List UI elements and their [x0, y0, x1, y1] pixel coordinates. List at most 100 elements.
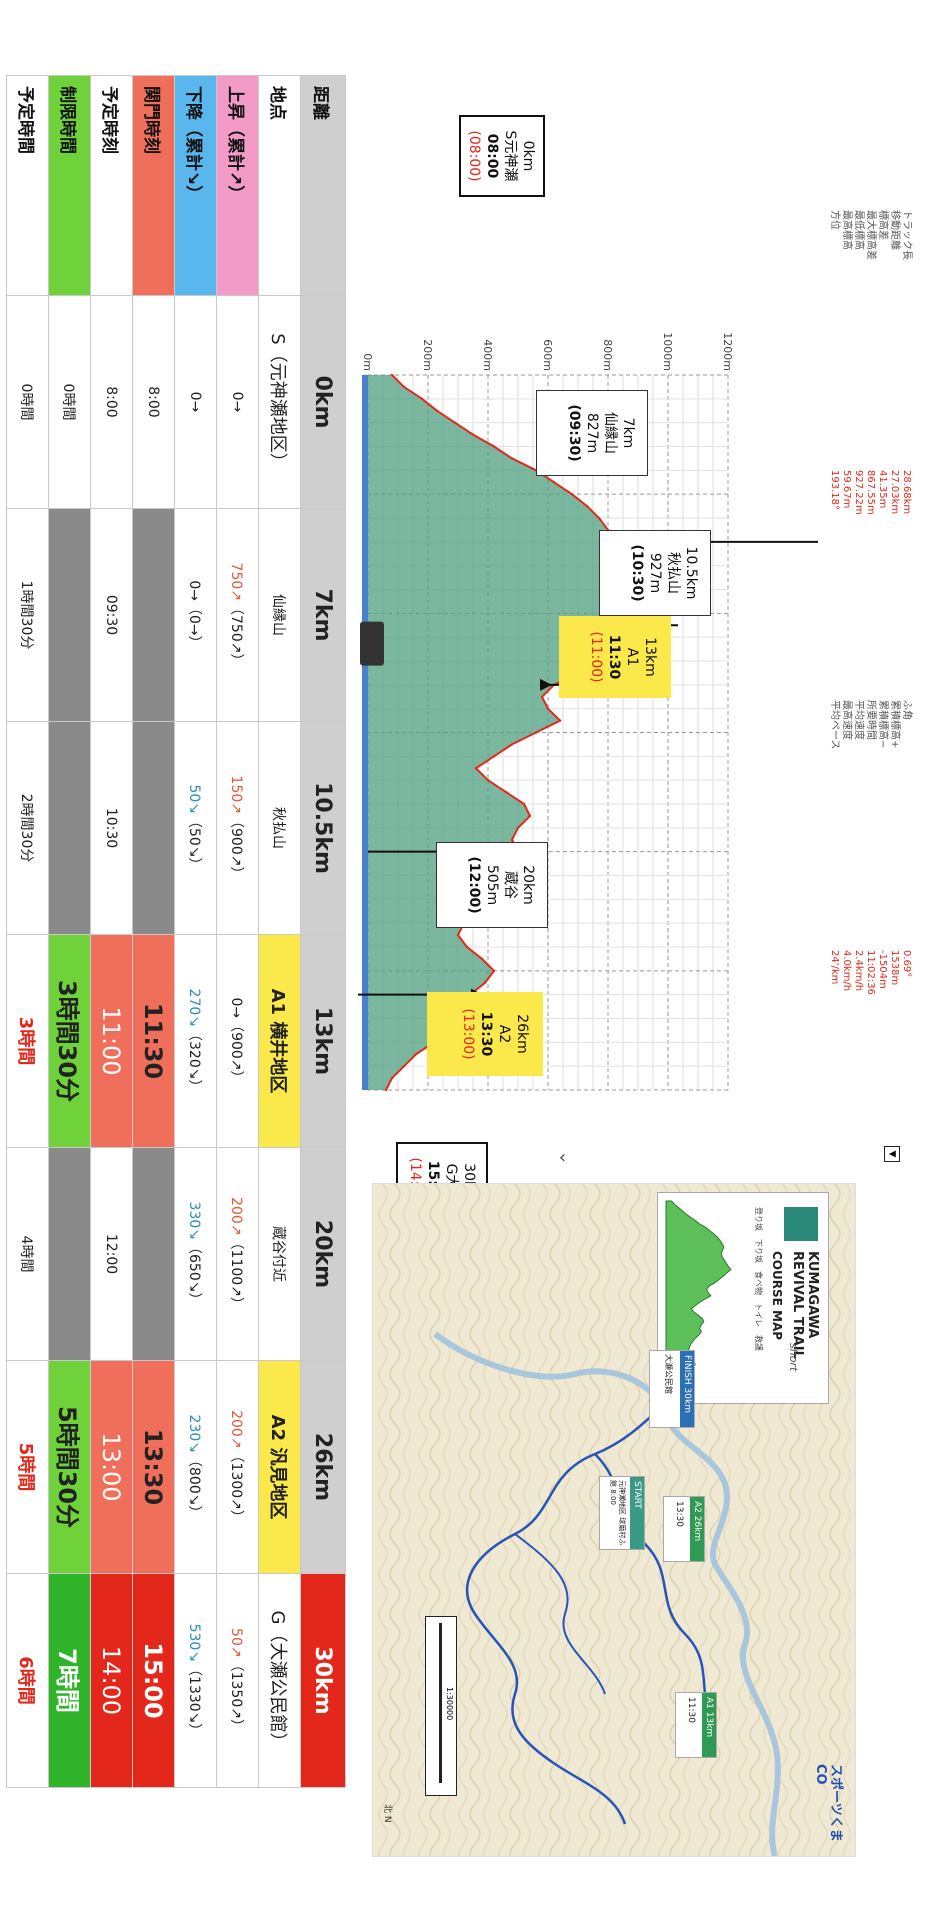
descent-10-5-seg: 50↘	[186, 784, 203, 814]
map-logo-icon	[784, 1207, 818, 1241]
ascent-7: 750↗（750↗）	[216, 508, 259, 722]
elevation-point-39	[510, 838, 514, 841]
chevron-up-icon[interactable]: ‹	[558, 1147, 567, 1169]
y-tick-1200m: 1200m	[721, 332, 734, 371]
elevation-point-6	[492, 445, 496, 448]
planned-10-5: 2時間30分	[6, 721, 49, 935]
elevation-area	[368, 375, 647, 1090]
descent-13-seg: 270↘	[186, 988, 203, 1027]
header-planned-duration: 予定時間	[6, 75, 49, 296]
legend-uphill: 登り坂	[754, 1207, 763, 1231]
limit-13: 3時間30分	[48, 934, 91, 1148]
elevation-point-2	[420, 397, 424, 401]
header-plan-time: 予定時刻	[90, 75, 133, 296]
y-tick-800m: 800m	[601, 339, 614, 371]
map-north-indicator: 北 N	[382, 1804, 392, 1823]
elevation-point-1	[402, 385, 406, 389]
legend-toilet: トイレ	[754, 1303, 763, 1327]
gate-30: 15:00	[132, 1573, 175, 1788]
progress-baseline	[362, 375, 368, 1090]
y-tick-0m: 0m	[361, 353, 374, 371]
ascent-26-seg: 200↗	[228, 1410, 245, 1449]
stat2-label-6: 平均ペース	[829, 700, 840, 750]
place-13: A1 横井地区	[258, 934, 301, 1148]
dist-26: 26km	[300, 1360, 346, 1574]
course-table: 距離 0km 7km 10.5km 13km 20km 26km 30km 地点…	[6, 75, 346, 1788]
map-a1-time: 11:30	[686, 1697, 696, 1723]
gate-13: 11:30	[132, 934, 175, 1148]
gate-0: 8:00	[132, 295, 175, 509]
callout-10-5km-elev: 927m	[647, 552, 663, 594]
descent-30: 530↘（1330↘）	[174, 1573, 217, 1788]
map-a2-label: A2 26km	[690, 1497, 704, 1561]
limit-10-5	[48, 721, 91, 935]
ascent-20-seg: 200↗	[228, 1197, 245, 1236]
descent-7: 0→（0→）	[174, 508, 217, 722]
plan-13: 11:00	[90, 934, 133, 1148]
stat2-value-6: 24'/km	[829, 950, 840, 985]
stat-label-2: 標高差	[877, 210, 888, 240]
planned-7: 1時間30分	[6, 508, 49, 722]
limit-20	[48, 1147, 91, 1361]
callout-20km-elev: 505m	[484, 864, 500, 906]
ascent-30-seg: 50↗	[228, 1628, 245, 1658]
elevation-point-51	[483, 981, 487, 984]
elevation-point-38	[516, 826, 520, 830]
elevation-point-28	[546, 707, 550, 710]
limit-7	[48, 508, 91, 722]
place-26: A2 汎見地区	[258, 1360, 301, 1574]
row-ascent: 上昇（累計↗） 0→ 750↗（750↗） 150↗（900↗） 0→（900↗…	[216, 75, 259, 1788]
stat-value-6: 193.18°	[829, 470, 840, 510]
map-brand-logo: スポーツくまCO	[813, 1764, 843, 1842]
dist-10-5: 10.5km	[300, 721, 346, 935]
place-0: S（元神瀬地区）	[258, 295, 301, 509]
map-finish-sub: 大瀬公民館	[664, 1354, 673, 1394]
map-start-sub: 元神瀬地区 球磨村ふ館 8:00	[609, 1480, 626, 1546]
callout-10-5km: 10.5km 秋払山 927m (10:30)	[599, 530, 711, 616]
header-place: 地点	[258, 75, 301, 296]
elevation-point-59	[390, 1076, 394, 1080]
stat2-label-2: 累積標高−	[877, 700, 888, 749]
callout-20km-time: (12:00)	[466, 856, 482, 914]
course-map[interactable]: KUMAGAWA REVIVAL TRAIL short COURSE MAP …	[372, 1183, 856, 1857]
map-subtitle: COURSE MAP	[770, 1251, 784, 1341]
stat-label-6: 方位	[829, 210, 840, 230]
header-ascent: 上昇（累計↗）	[216, 75, 259, 296]
expand-icon[interactable]: ▼	[884, 1146, 900, 1162]
stat2-value-3: 11:02:36	[865, 950, 876, 995]
place-30: G（大瀬公民館）	[258, 1573, 301, 1788]
callout-a1-name: A1	[624, 647, 640, 667]
map-start-card: START 元神瀬地区 球磨村ふ館 8:00	[599, 1476, 645, 1550]
place-10-5: 秋払山	[258, 721, 301, 935]
map-title-short: short	[787, 1343, 800, 1372]
elevation-point-3	[435, 409, 439, 412]
callout-arrowhead-2	[540, 678, 552, 691]
callout-start: 0km S元神瀬 08:00 (08:00)	[459, 115, 545, 197]
stat-label-4: 最低標高	[853, 210, 864, 250]
elevation-point-36	[522, 802, 526, 806]
descent-30-cum: （1330↘）	[186, 1662, 203, 1738]
callout-20km-dist: 20km	[520, 865, 536, 905]
ascent-13: 0→（900↗）	[216, 934, 259, 1148]
elevation-point-29	[558, 719, 562, 722]
scale-line	[439, 1623, 442, 1783]
limit-26: 5時間30分	[48, 1360, 91, 1574]
header-limit-time: 制限時間	[48, 75, 91, 296]
stats-values-1: 28.68km 27.03km 41.35m 867.55m 927.22m 59.67m…	[828, 470, 912, 515]
callout-start-name: S元神瀬	[502, 130, 518, 182]
dist-0: 0km	[300, 295, 346, 509]
stat2-label-0: ふ角	[901, 700, 912, 720]
limit-0: 0時間	[48, 295, 91, 509]
elevation-point-57	[414, 1053, 418, 1056]
ascent-26-cum: （1300↗）	[228, 1448, 245, 1524]
elevation-point-0	[390, 373, 394, 377]
callout-a2: 26km A2 13:30 (13:00)	[427, 992, 543, 1076]
stat-value-1: 27.03km	[889, 470, 900, 515]
legend-aid: 救護	[754, 1335, 763, 1351]
elevation-point-30	[534, 731, 538, 734]
row-planned-duration: 予定時間 0時間 1時間30分 2時間30分 3時間 4時間 5時間 6時間	[6, 75, 49, 1788]
dist-20: 20km	[300, 1147, 346, 1361]
callout-a2-cut: (13:00)	[460, 1008, 476, 1060]
plan-20: 12:00	[90, 1147, 133, 1361]
gate-7	[132, 508, 175, 722]
